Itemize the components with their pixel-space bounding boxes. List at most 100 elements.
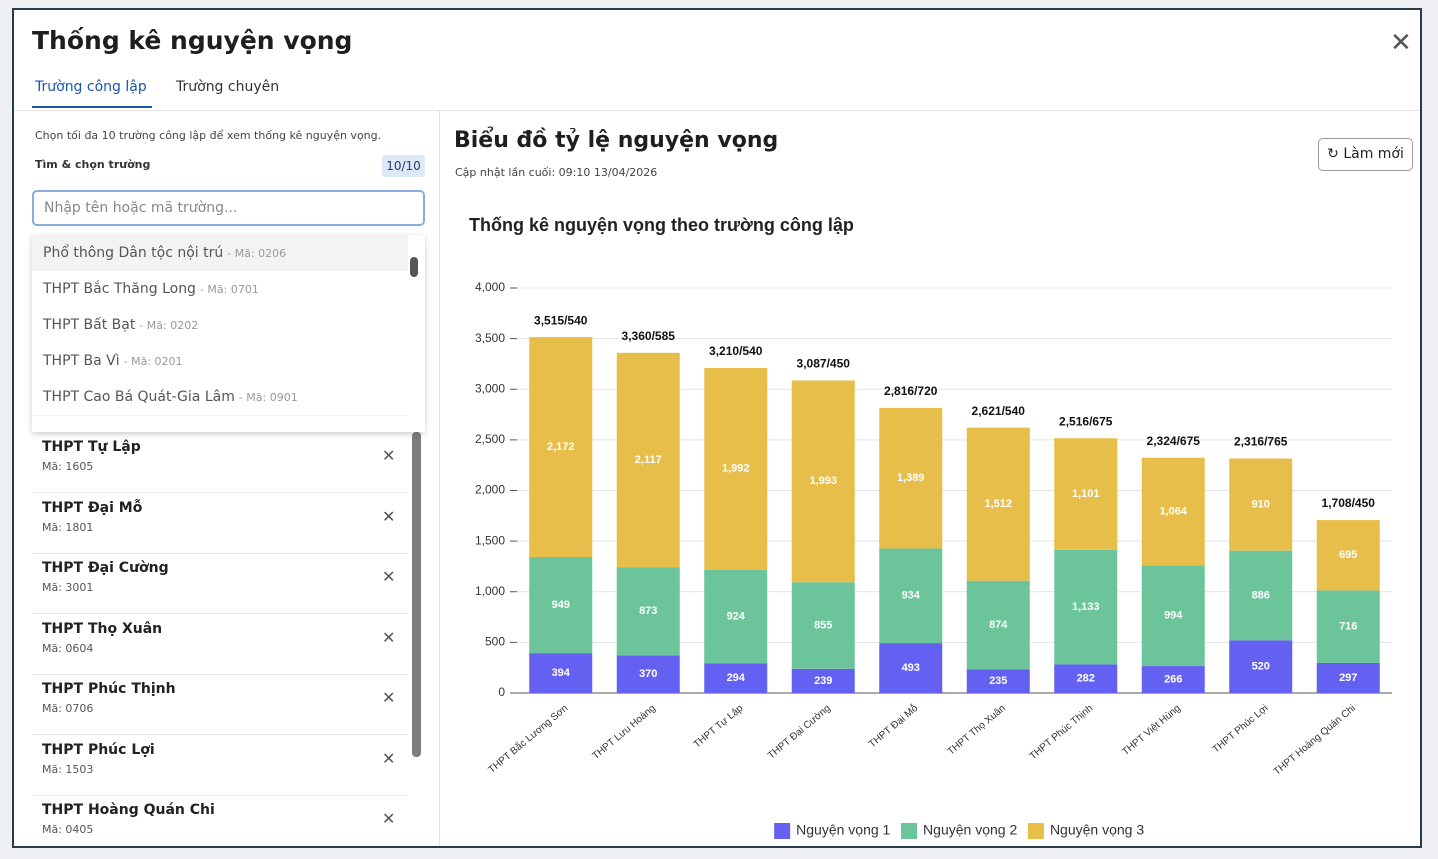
legend-label: Nguyện vọng 2 bbox=[923, 822, 1017, 838]
item-name: THPT Thọ Xuân bbox=[42, 620, 163, 637]
total-label: 2,316/765 bbox=[1234, 435, 1288, 449]
bar-segment bbox=[1141, 565, 1205, 667]
updated: Cập nhật lần cuối: 09:10 13/04/2026 bbox=[455, 166, 658, 179]
bar-segment bbox=[791, 668, 855, 693]
value-label: 294 bbox=[727, 672, 746, 684]
value-label: 235 bbox=[989, 675, 1007, 687]
value-label: 855 bbox=[814, 619, 832, 631]
bar-segment bbox=[1316, 662, 1380, 693]
y-tick-label: 1,500 bbox=[475, 533, 505, 547]
icon: ↻ bbox=[1327, 146, 1344, 162]
remove-button[interactable]: ✕ bbox=[382, 446, 396, 465]
scrollbar bbox=[412, 432, 421, 757]
item-code: Mã: 0706 bbox=[42, 702, 94, 715]
dropdown-item[interactable]: THPT Bắc Thăng Long - Mã: 0701 bbox=[32, 271, 408, 308]
bar-segment bbox=[616, 352, 680, 568]
search-input[interactable]: Nhập tên hoặc mã trường... bbox=[32, 190, 425, 226]
total-label: 3,360/585 bbox=[622, 329, 676, 343]
value-label: 924 bbox=[727, 610, 746, 622]
item-text: THPT Cao Bá Quát-Gia Lâm - Mã: 0901 bbox=[43, 389, 298, 405]
bar-segment bbox=[1141, 666, 1205, 693]
selected-item: THPT Phúc Lợi Mã: 1503 ✕ bbox=[32, 735, 408, 796]
value-label: 1,992 bbox=[722, 463, 750, 475]
bar-segment bbox=[966, 580, 1030, 670]
legend-swatch bbox=[1027, 823, 1044, 839]
y-tick-label: 500 bbox=[485, 635, 505, 649]
bar-segment bbox=[879, 407, 943, 549]
close-button[interactable]: ✕ bbox=[1390, 28, 1412, 58]
item-name: THPT Bắc Thăng Long bbox=[43, 281, 196, 297]
y-tick-label: 3,500 bbox=[475, 331, 505, 345]
dropdown-item[interactable]: THPT Cao Bá Quát-Gia Lâm - Mã: 0901 bbox=[32, 379, 408, 416]
bar-segment bbox=[616, 567, 680, 656]
y-tick-label: 0 bbox=[498, 685, 505, 699]
selected-list: THPT Tự Lập Mã: 1605 ✕ THPT Đại Mỗ Mã: 1801 ✕… bbox=[32, 432, 428, 846]
bar-segment bbox=[1316, 590, 1380, 663]
tab[interactable]: Trường chuyên bbox=[176, 79, 280, 95]
total-label: 2,324/675 bbox=[1147, 434, 1201, 448]
value-label: 1,993 bbox=[809, 475, 837, 487]
remove-button[interactable]: ✕ bbox=[382, 627, 396, 647]
item-text: Phổ thông Dân tộc nội trú - Mã: 0206 bbox=[43, 245, 286, 261]
dropdown-item[interactable]: THPT Ba Vì - Mã: 0201 bbox=[32, 343, 408, 380]
bar-segment bbox=[1054, 549, 1118, 665]
count-badge: 10/10 bbox=[382, 155, 425, 177]
bar-segment bbox=[791, 582, 855, 669]
bar-segment bbox=[1054, 664, 1118, 693]
bar-segment bbox=[704, 663, 768, 693]
remove-button[interactable]: ✕ bbox=[382, 809, 396, 828]
item-name: THPT Phúc Thịnh bbox=[42, 681, 176, 697]
total-label: 3,087/450 bbox=[797, 357, 851, 371]
scrollbar bbox=[410, 257, 418, 277]
item-code: - Mã: 0901 bbox=[238, 391, 298, 404]
value-label: 1,064 bbox=[1159, 505, 1187, 517]
selected-item: THPT Tự Lập Mã: 1605 ✕ bbox=[32, 432, 408, 493]
item-code: - Mã: 0701 bbox=[199, 283, 259, 296]
selected-item: THPT Thọ Xuân Mã: 0604 ✕ bbox=[32, 614, 408, 675]
item-name: THPT Bất Bạt bbox=[43, 317, 136, 333]
value-label: 886 bbox=[1252, 589, 1270, 601]
item-name: THPT Đại Mỗ bbox=[42, 499, 143, 516]
value-label: 934 bbox=[902, 590, 921, 602]
bar-segment bbox=[1054, 438, 1118, 550]
value-label: 873 bbox=[639, 605, 657, 617]
bar-segment bbox=[529, 653, 593, 693]
remove-button[interactable]: ✕ bbox=[382, 688, 396, 707]
y-tick-label: 2,000 bbox=[475, 483, 505, 497]
x-tick-label: THPT Tự Lập bbox=[692, 703, 746, 751]
item-name: THPT Phúc Lợi bbox=[42, 741, 155, 758]
remove-button[interactable]: ✕ bbox=[382, 506, 396, 526]
selected-item: THPT Đại Cường Mã: 3001 ✕ bbox=[32, 553, 408, 614]
item-code: Mã: 0405 bbox=[42, 823, 94, 836]
bar-segment bbox=[529, 557, 593, 654]
remove-button[interactable]: ✕ bbox=[382, 567, 396, 586]
item-text: THPT Ba Vì - Mã: 0201 bbox=[43, 353, 183, 369]
value-label: 1,133 bbox=[1072, 601, 1100, 613]
legend-label: Nguyện vọng 3 bbox=[1050, 822, 1144, 838]
value-label: 493 bbox=[902, 662, 920, 674]
x-tick-label: THPT Đại Mỗ bbox=[866, 701, 921, 750]
item-name: THPT Đại Cường bbox=[42, 560, 169, 576]
item-text: THPT Bắc Thăng Long - Mã: 0701 bbox=[43, 281, 259, 297]
remove-button[interactable]: ✕ bbox=[382, 748, 396, 768]
legend-swatch bbox=[901, 823, 918, 839]
total-label: 2,816/720 bbox=[884, 384, 938, 398]
refresh-button[interactable]: ↻ Làm mới bbox=[1318, 138, 1413, 171]
value-label: 520 bbox=[1252, 661, 1270, 673]
value-label: 266 bbox=[1164, 673, 1182, 685]
item-code: Mã: 3001 bbox=[42, 581, 94, 594]
chart-title: Thống kê nguyện vọng theo trường công lậ… bbox=[469, 215, 854, 235]
dropdown-item[interactable]: Phổ thông Dân tộc nội trú - Mã: 0206 bbox=[32, 235, 408, 272]
dropdown-item[interactable]: THPT Bất Bạt - Mã: 0202 bbox=[32, 307, 408, 344]
value-label: 239 bbox=[814, 675, 832, 687]
bar-segment bbox=[1229, 550, 1293, 641]
tab[interactable]: Trường công lập bbox=[35, 79, 147, 95]
item-name: THPT Hoàng Quán Chi bbox=[42, 802, 215, 818]
legend-label: Nguyện vọng 1 bbox=[796, 822, 890, 838]
tab-underline bbox=[32, 106, 152, 108]
selected-item: THPT Đại Mỗ Mã: 1801 ✕ bbox=[32, 493, 408, 554]
x-tick-label: THPT Thọ Xuân bbox=[946, 703, 1008, 758]
x-tick-label: THPT Đại Cường bbox=[766, 703, 833, 762]
value-label: 1,512 bbox=[984, 498, 1012, 510]
